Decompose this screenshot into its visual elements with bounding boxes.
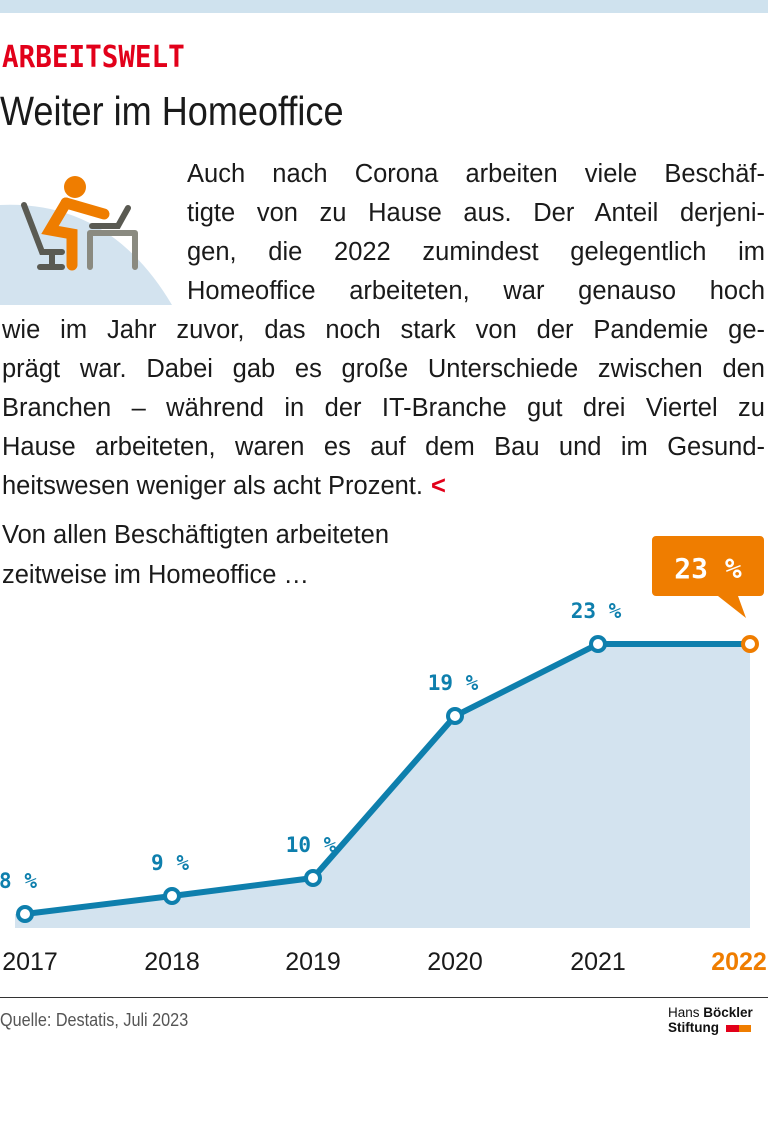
data-point bbox=[304, 869, 322, 887]
divider bbox=[0, 997, 768, 998]
body-line: prägt war. Dabei gab es große Unterschie… bbox=[2, 355, 765, 383]
x-tick-label: 2017 bbox=[2, 948, 58, 976]
callout-label: 23 % bbox=[674, 552, 742, 585]
body-line: heitswesen weniger als acht Prozent. < bbox=[2, 472, 765, 508]
chart-intro: zeitweise im Homeoffice … bbox=[2, 561, 310, 589]
data-point bbox=[589, 635, 607, 653]
person-at-desk-with-laptop-icon bbox=[0, 176, 172, 305]
body-line: Homeoffice arbeiteten, war genauso hoch bbox=[187, 277, 765, 305]
data-point bbox=[163, 887, 181, 905]
logo-text: Stiftung bbox=[668, 1020, 719, 1035]
chart-intro: Von allen Beschäftigten arbeiteten bbox=[2, 521, 390, 549]
callout-bubble bbox=[652, 536, 764, 618]
logo-text: Hans bbox=[668, 1005, 700, 1020]
x-tick-label: 2019 bbox=[285, 948, 341, 976]
data-label: 19 % bbox=[428, 671, 479, 695]
data-label: 9 % bbox=[151, 851, 189, 875]
body-line: tigte von zu Hause aus. Der Anteil derje… bbox=[187, 199, 765, 227]
x-tick-label: 2018 bbox=[144, 948, 200, 976]
kicker: ARBEITSWELT bbox=[2, 40, 185, 75]
end-marker-icon: < bbox=[430, 472, 446, 500]
series-line bbox=[24, 641, 750, 917]
top-bar bbox=[0, 0, 768, 13]
x-tick-label: 2022 bbox=[711, 948, 767, 976]
x-tick-label: 2021 bbox=[570, 948, 626, 976]
body-line: wie im Jahr zuvor, das noch stark von de… bbox=[2, 316, 765, 344]
body-line: Branchen – während in der IT-Branche gut… bbox=[2, 394, 765, 422]
body-line: Hause arbeiteten, waren es auf dem Bau u… bbox=[2, 433, 765, 461]
data-label: 8 % bbox=[0, 869, 37, 893]
x-tick-label: 2020 bbox=[427, 948, 483, 976]
data-label: 23 % bbox=[571, 599, 622, 623]
area-fill bbox=[15, 644, 750, 928]
body-line-text: heitswesen weniger als acht Prozent. bbox=[2, 472, 423, 500]
page-title: Weiter im Homeoffice bbox=[0, 88, 344, 134]
source-note: Quelle: Destatis, Juli 2023 bbox=[0, 1010, 189, 1030]
data-label: 10 % bbox=[286, 833, 337, 857]
logo: Hans Böckler Stiftung bbox=[668, 1005, 753, 1035]
data-point bbox=[741, 635, 759, 653]
logo-text: Böckler bbox=[703, 1005, 753, 1020]
body-line: gen, die 2022 zumindest gelegentlich im bbox=[187, 238, 765, 266]
chart: 8 % 2017 9 % 2018 10 % 2019 19 % 2020 23 % 2021 20… bbox=[0, 536, 767, 976]
body-line: Auch nach Corona arbeiten viele Beschäf- bbox=[187, 160, 765, 188]
data-point bbox=[16, 905, 34, 923]
data-point bbox=[446, 707, 464, 725]
